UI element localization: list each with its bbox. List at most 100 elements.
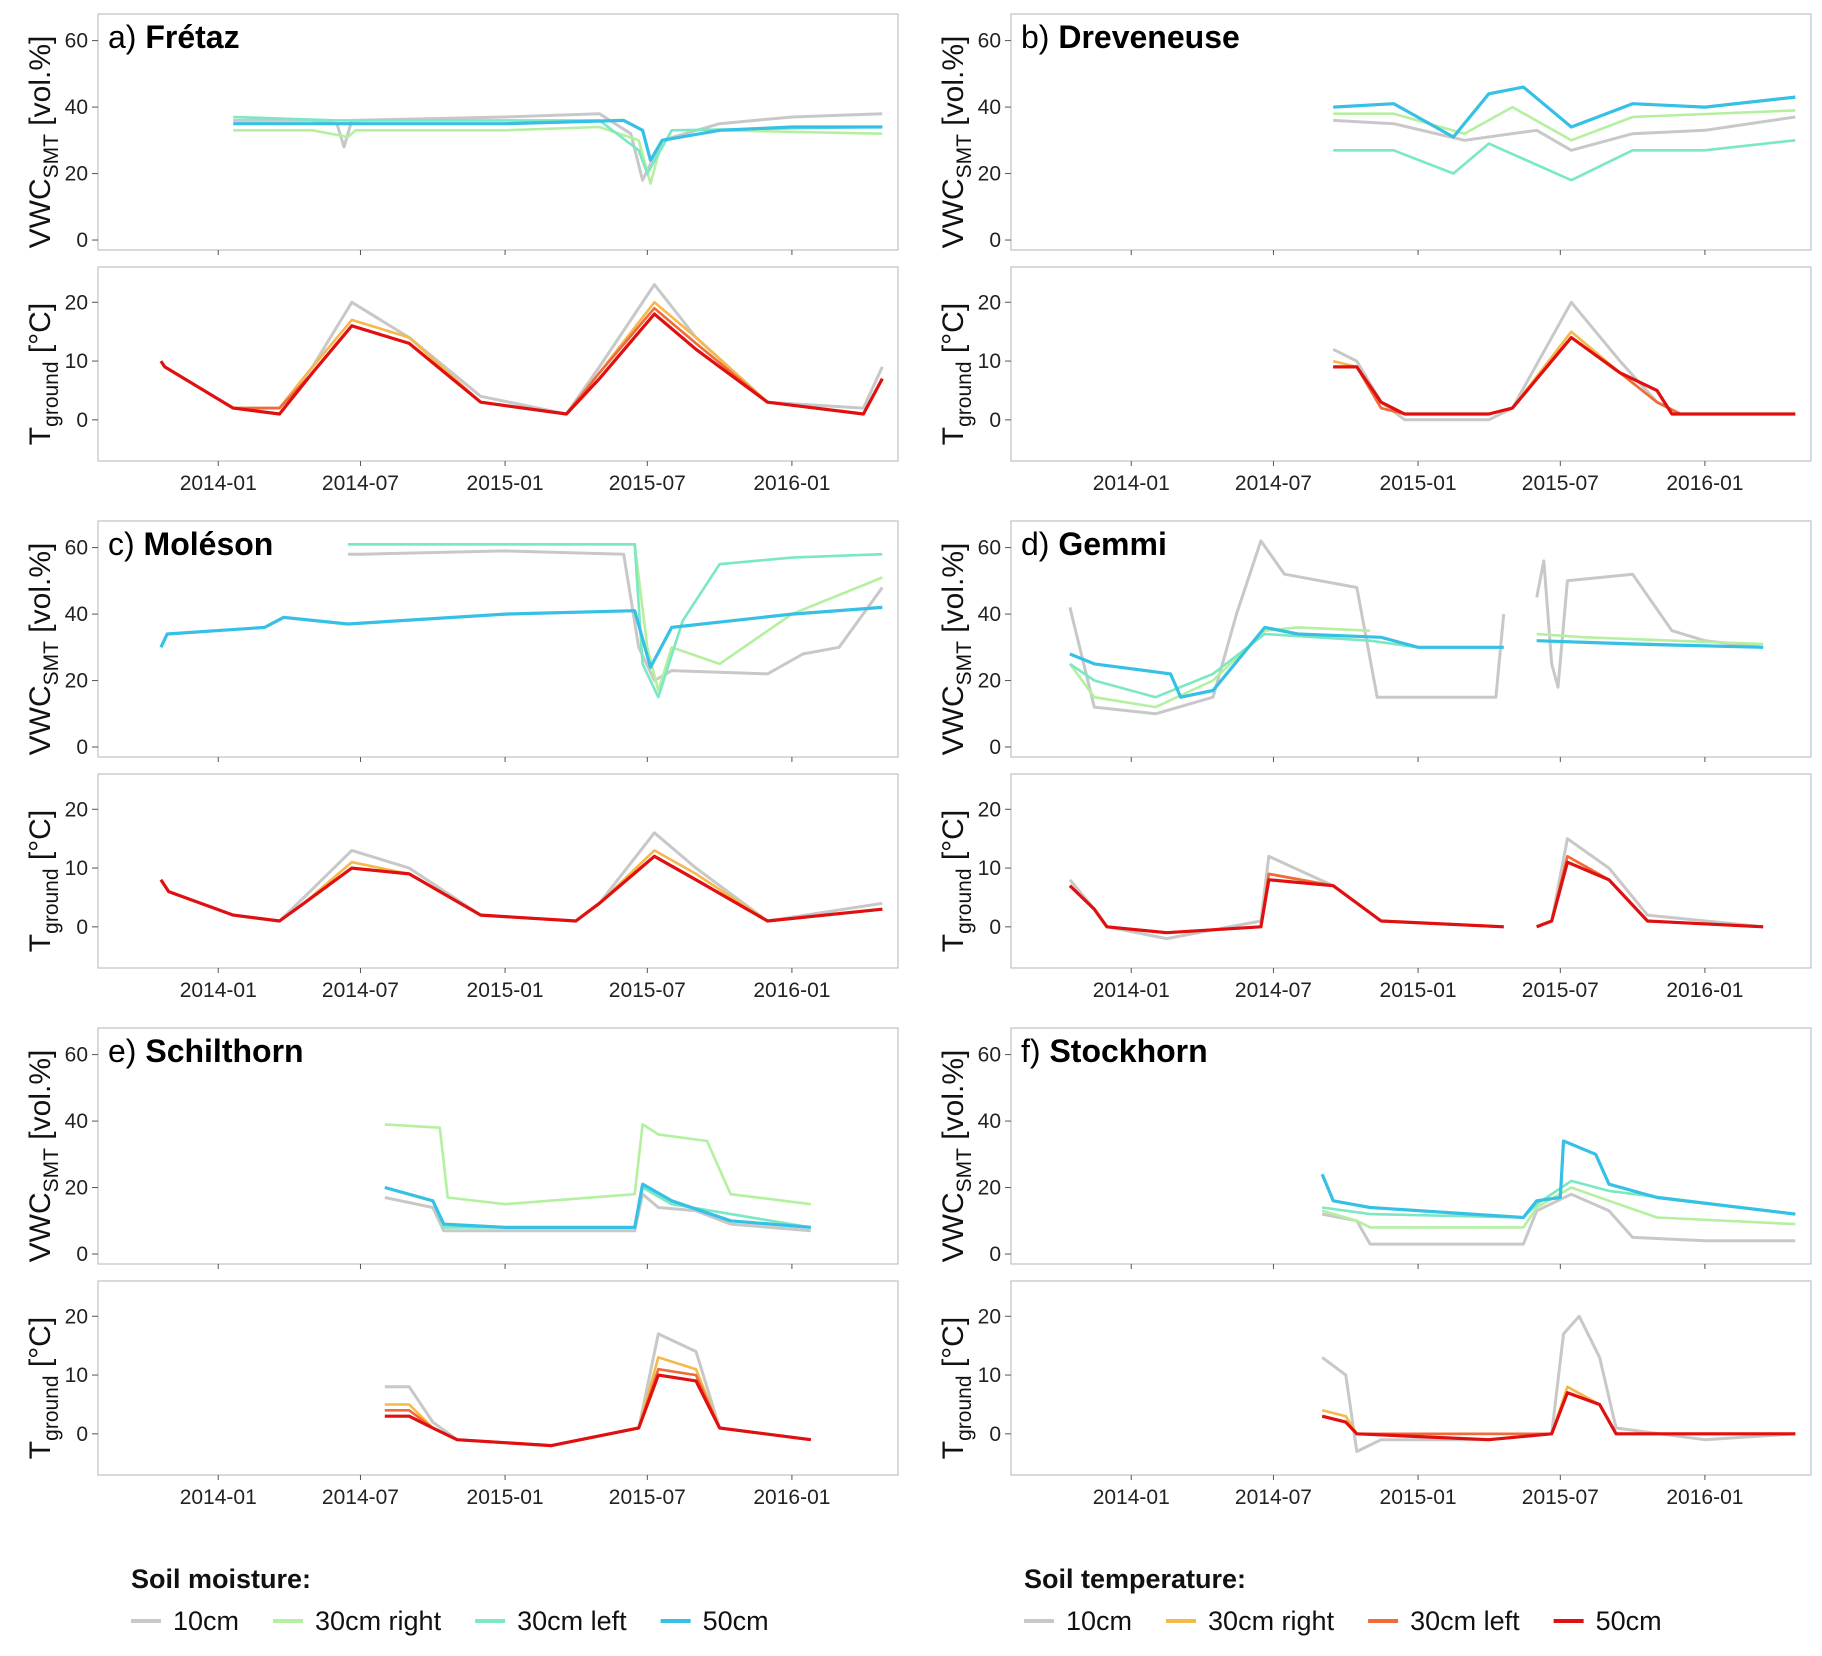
legend-label: 30cm left xyxy=(1410,1606,1520,1636)
y-tick-label: 10 xyxy=(978,350,1001,373)
y-tick-label: 20 xyxy=(978,1305,1001,1328)
vwc-plot: 0 20 40 60 xyxy=(978,520,1812,762)
x-tick-label: 2014-01 xyxy=(180,1486,257,1509)
y-tick-label: 20 xyxy=(978,291,1001,314)
y-tick-label: 0 xyxy=(76,1243,88,1266)
tground-frame xyxy=(1010,266,1812,462)
tground-plot: 0 10 20 xyxy=(65,773,899,973)
tground-frame xyxy=(97,773,899,969)
vwc-series-30cm-left xyxy=(1322,1179,1796,1219)
tground-axis-label: Tground [°C] xyxy=(24,1317,63,1459)
legend-soil-temperature: Soil temperature: 10cm 30cm right 30cm left… xyxy=(1024,1564,1662,1636)
vwc-series-30cm-right xyxy=(384,1123,811,1206)
panel-site-name: Gemmi xyxy=(1058,526,1166,562)
tground-series-50cm xyxy=(384,1373,812,1448)
tground-series-50cm xyxy=(1321,1391,1796,1442)
vwc-plot: 0 20 40 60 xyxy=(978,13,1812,255)
y-tick-label: 60 xyxy=(65,1044,88,1067)
legend-label: 50cm xyxy=(703,1606,769,1636)
panel-stockhorn: 0 20 40 60 0 10 20 2014-01 2014-07 2015-01 2015-07… xyxy=(937,1027,1812,1509)
vwc-frame xyxy=(1010,1027,1812,1265)
y-tick-label: 20 xyxy=(65,1177,88,1200)
y-tick-label: 40 xyxy=(978,96,1001,119)
x-tick-label: 2015-07 xyxy=(609,1486,686,1509)
y-tick-label: 0 xyxy=(989,229,1001,252)
vwc-axis-label: VWCSMT [vol.%] xyxy=(937,543,976,756)
vwc-series-10cm xyxy=(1321,1192,1796,1246)
tground-frame xyxy=(97,1280,899,1476)
y-tick-label: 0 xyxy=(989,409,1001,432)
vwc-plot: 0 20 40 60 xyxy=(65,520,899,762)
panel-title: a) Frétaz xyxy=(108,19,240,55)
panel-title: d) Gemmi xyxy=(1021,526,1167,562)
vwc-series-30cm-right xyxy=(1068,626,1371,709)
panel-schilthorn: 0 20 40 60 0 10 20 2014-01 2014-07 2015-01 2015-07… xyxy=(24,1027,899,1509)
legend-soil-moisture-title: Soil moisture: xyxy=(131,1564,311,1594)
x-tick-label: 2016-01 xyxy=(1666,1486,1743,1509)
x-tick-label: 2014-01 xyxy=(1093,979,1170,1002)
y-tick-label: 10 xyxy=(65,350,88,373)
legend-label: 10cm xyxy=(173,1606,239,1636)
vwc-series-50cm xyxy=(1069,625,1504,699)
tground-axis-label: Tground [°C] xyxy=(24,810,63,952)
tground-series-50cm xyxy=(1536,860,1764,929)
tground-axis-label: Tground [°C] xyxy=(24,303,63,445)
panel-title: f) Stockhorn xyxy=(1021,1033,1208,1069)
tground-series-10cm xyxy=(1321,1314,1796,1453)
tground-plot: 0 10 20 xyxy=(978,773,1812,973)
x-tick-label: 2015-07 xyxy=(1522,1486,1599,1509)
x-tick-label: 2015-01 xyxy=(467,979,544,1002)
tground-plot: 0 10 20 xyxy=(65,1280,899,1480)
y-tick-label: 20 xyxy=(65,1305,88,1328)
y-tick-label: 20 xyxy=(65,798,88,821)
y-tick-label: 0 xyxy=(76,1423,88,1446)
y-tick-label: 40 xyxy=(978,1110,1001,1133)
tground-frame xyxy=(1010,773,1812,969)
x-tick-label: 2014-01 xyxy=(1093,1486,1170,1509)
panel-title: c) Moléson xyxy=(108,526,273,562)
y-tick-label: 40 xyxy=(65,603,88,626)
tground-series-50cm xyxy=(1333,335,1796,416)
x-tick-label: 2014-07 xyxy=(1235,1486,1312,1509)
y-tick-label: 0 xyxy=(76,736,88,759)
y-tick-label: 20 xyxy=(65,291,88,314)
tground-axis-label: Tground [°C] xyxy=(937,1317,976,1459)
y-tick-label: 60 xyxy=(978,30,1001,53)
legend-label: 30cm right xyxy=(315,1606,442,1636)
y-tick-label: 20 xyxy=(978,163,1001,186)
panel-site-name: Schilthorn xyxy=(145,1033,303,1069)
panel-letter: e) xyxy=(108,1033,145,1069)
y-tick-label: 60 xyxy=(978,537,1001,560)
panel-letter: d) xyxy=(1021,526,1058,562)
tground-series-50cm xyxy=(1068,878,1504,935)
legend-soil-temperature-title: Soil temperature: xyxy=(1024,1564,1246,1594)
tground-plot: 0 10 20 xyxy=(978,266,1812,466)
vwc-series-30cm-right xyxy=(1333,105,1796,142)
legend-label: 30cm left xyxy=(517,1606,627,1636)
vwc-series-10cm xyxy=(1535,559,1764,689)
tground-plot: 0 10 20 xyxy=(65,266,899,466)
tground-frame xyxy=(97,266,899,462)
x-tick-label: 2016-01 xyxy=(753,979,830,1002)
x-tick-label: 2014-01 xyxy=(1093,472,1170,495)
panel-site-name: Dreveneuse xyxy=(1058,19,1239,55)
vwc-series-50cm xyxy=(233,118,883,162)
panel-site-name: Frétaz xyxy=(145,19,239,55)
x-tick-label: 2016-01 xyxy=(1666,979,1743,1002)
vwc-series-50cm xyxy=(1536,639,1764,649)
tground-series-50cm xyxy=(159,312,884,416)
panel-molson: 0 20 40 60 0 10 20 2014-01 2014-07 2015-01 2015-07… xyxy=(24,520,899,1002)
x-tick-label: 2014-01 xyxy=(180,472,257,495)
vwc-axis-label: VWCSMT [vol.%] xyxy=(24,36,63,249)
vwc-series-10cm xyxy=(1333,115,1796,152)
legend-label: 50cm xyxy=(1596,1606,1662,1636)
vwc-series-30cm-left xyxy=(347,543,883,699)
vwc-series-10cm xyxy=(1068,539,1506,716)
x-tick-label: 2016-01 xyxy=(753,1486,830,1509)
panel-letter: c) xyxy=(108,526,144,562)
vwc-axis-label: VWCSMT [vol.%] xyxy=(24,1050,63,1263)
vwc-axis-label: VWCSMT [vol.%] xyxy=(937,1050,976,1263)
x-tick-label: 2015-07 xyxy=(1522,979,1599,1002)
x-tick-label: 2015-07 xyxy=(609,472,686,495)
x-tick-label: 2014-07 xyxy=(322,1486,399,1509)
